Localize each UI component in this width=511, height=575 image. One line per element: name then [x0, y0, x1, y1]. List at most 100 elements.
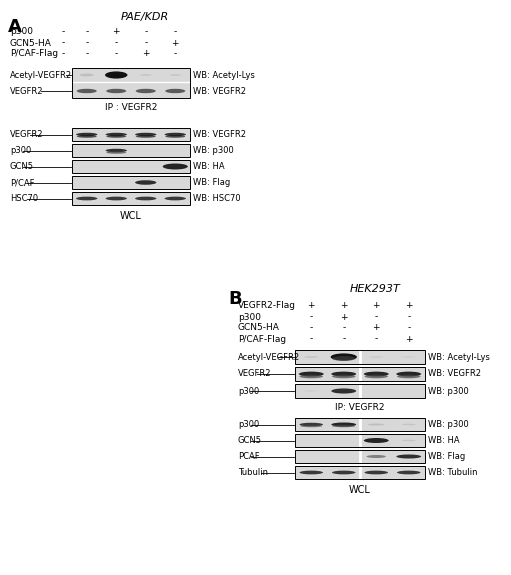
Text: WB: HA: WB: HA: [193, 162, 225, 171]
Text: WB: HA: WB: HA: [428, 436, 459, 445]
Text: WB: Flag: WB: Flag: [428, 452, 465, 461]
Text: p300: p300: [238, 420, 259, 429]
Text: VEGFR2-Flag: VEGFR2-Flag: [238, 301, 296, 310]
Bar: [72, 160, 190, 173]
Text: -: -: [85, 28, 88, 36]
Bar: [72, 192, 190, 205]
Text: PAE/KDR: PAE/KDR: [121, 12, 169, 22]
Ellipse shape: [331, 371, 356, 377]
Text: GCN5: GCN5: [10, 162, 34, 171]
Text: WB: Flag: WB: Flag: [193, 178, 230, 187]
Bar: [72, 176, 190, 189]
Bar: [295, 434, 425, 447]
Bar: [72, 176, 190, 189]
Ellipse shape: [369, 356, 383, 358]
Text: VEGFR2: VEGFR2: [10, 130, 43, 139]
Ellipse shape: [332, 470, 356, 474]
Text: A: A: [8, 18, 22, 36]
Ellipse shape: [135, 197, 156, 200]
Text: -: -: [174, 49, 177, 59]
Bar: [295, 418, 425, 431]
Ellipse shape: [106, 197, 127, 200]
Ellipse shape: [299, 371, 323, 377]
Text: B: B: [228, 290, 242, 308]
Ellipse shape: [299, 470, 323, 474]
Text: +: +: [172, 39, 179, 48]
Ellipse shape: [140, 74, 152, 76]
Text: -: -: [62, 28, 65, 36]
Text: -: -: [375, 335, 378, 343]
Text: VEGFR2: VEGFR2: [10, 86, 43, 95]
Text: -: -: [310, 335, 313, 343]
Ellipse shape: [368, 424, 385, 426]
Text: WB: p300: WB: p300: [428, 386, 469, 396]
Text: IP : VEGFR2: IP : VEGFR2: [105, 103, 157, 112]
Ellipse shape: [162, 163, 188, 170]
Ellipse shape: [397, 454, 421, 458]
Ellipse shape: [136, 89, 156, 93]
Text: -: -: [85, 39, 88, 48]
Bar: [295, 384, 425, 398]
Ellipse shape: [397, 470, 421, 474]
Bar: [295, 418, 425, 431]
Text: p300: p300: [238, 312, 261, 321]
Text: GCN5-HA: GCN5-HA: [238, 324, 280, 332]
Text: -: -: [62, 49, 65, 59]
Text: IP: VEGFR2: IP: VEGFR2: [335, 403, 385, 412]
Text: -: -: [114, 39, 118, 48]
Ellipse shape: [135, 180, 156, 185]
Ellipse shape: [364, 438, 389, 443]
Text: +: +: [112, 28, 120, 36]
Ellipse shape: [136, 135, 156, 138]
Ellipse shape: [366, 455, 386, 458]
Ellipse shape: [77, 89, 97, 93]
Text: -: -: [114, 49, 118, 59]
Text: -: -: [310, 312, 313, 321]
Ellipse shape: [397, 375, 421, 378]
Text: Acetyl-VEGFR2: Acetyl-VEGFR2: [238, 352, 300, 362]
Text: WB: HSC70: WB: HSC70: [193, 194, 241, 203]
Ellipse shape: [299, 423, 323, 426]
Text: -: -: [85, 49, 88, 59]
Bar: [295, 384, 425, 398]
Bar: [295, 350, 425, 364]
Ellipse shape: [77, 135, 97, 138]
Text: p300: p300: [10, 28, 33, 36]
Ellipse shape: [106, 89, 126, 93]
Text: -: -: [310, 324, 313, 332]
Ellipse shape: [305, 390, 318, 392]
Text: +: +: [373, 301, 380, 310]
Ellipse shape: [106, 135, 126, 138]
Text: GCN5: GCN5: [238, 436, 262, 445]
Ellipse shape: [105, 71, 127, 79]
Ellipse shape: [135, 133, 156, 136]
Text: +: +: [142, 49, 150, 59]
Text: p300: p300: [10, 146, 31, 155]
Text: WB: p300: WB: p300: [193, 146, 234, 155]
Text: -: -: [407, 312, 410, 321]
Ellipse shape: [299, 375, 323, 378]
Text: PCAF: PCAF: [238, 452, 260, 461]
Bar: [72, 144, 190, 157]
Ellipse shape: [305, 356, 318, 358]
Bar: [72, 160, 190, 173]
Text: WB: Acetyl-Lys: WB: Acetyl-Lys: [428, 352, 490, 362]
Bar: [72, 68, 190, 98]
Bar: [72, 192, 190, 205]
Ellipse shape: [332, 425, 356, 427]
Ellipse shape: [300, 425, 322, 427]
Text: -: -: [375, 312, 378, 321]
Text: WB: Tubulin: WB: Tubulin: [428, 468, 477, 477]
Ellipse shape: [165, 133, 186, 136]
Ellipse shape: [106, 151, 126, 154]
Text: p300: p300: [238, 386, 259, 396]
Text: +: +: [405, 335, 412, 343]
Text: +: +: [373, 324, 380, 332]
Text: VEGFR2: VEGFR2: [238, 370, 271, 378]
Ellipse shape: [331, 423, 356, 427]
Ellipse shape: [80, 74, 94, 76]
Ellipse shape: [331, 389, 356, 393]
Bar: [295, 367, 425, 381]
Ellipse shape: [331, 354, 357, 361]
Text: -: -: [342, 324, 345, 332]
